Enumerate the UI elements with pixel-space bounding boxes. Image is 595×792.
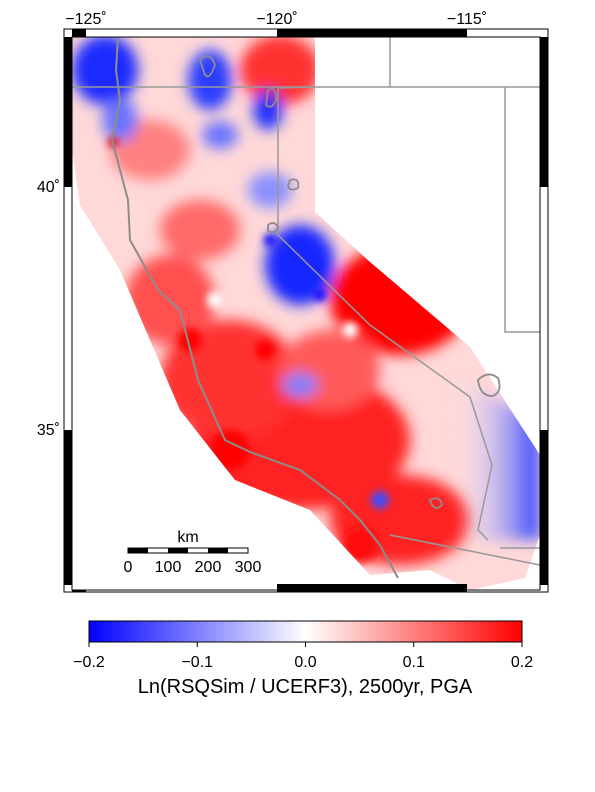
lon-label-115: −115˚: [447, 11, 487, 28]
colorbar-title: Ln(RSQSim / UCERF3), 2500yr, PGA: [138, 676, 473, 698]
lon-label-120: −120˚: [256, 11, 297, 28]
frame-ticks: [64, 29, 548, 592]
lat-label-35: 35˚: [37, 422, 60, 439]
colorbar-tick-label: −0.2: [73, 654, 105, 671]
colorbar-gradient: [88, 620, 523, 643]
colorbar-tick-label: −0.1: [181, 654, 213, 671]
state-borders: [72, 37, 541, 566]
scale-bar: km 0 100 200 300: [124, 529, 262, 576]
lakes: [198, 55, 501, 509]
coastline: [110, 36, 399, 579]
scale-label-200: 200: [195, 559, 222, 576]
scale-label-300: 300: [235, 559, 262, 576]
scale-label-0: 0: [124, 559, 133, 576]
colorbar-tick-label: 0.1: [403, 654, 425, 671]
colorbar: −0.2 −0.1 0.0 0.1 0.2 Ln(RSQSim / UCERF3), 2…: [73, 620, 533, 698]
lat-label-40: 40˚: [37, 179, 60, 196]
scale-bar-title: km: [177, 529, 198, 546]
colorbar-ticks: −0.2 −0.1 0.0 0.1 0.2: [73, 642, 533, 671]
colorbar-tick-label: 0.2: [511, 654, 533, 671]
lon-label-125: −125˚: [65, 11, 106, 28]
colorbar-tick-label: 0.0: [294, 654, 316, 671]
scale-label-100: 100: [155, 559, 182, 576]
